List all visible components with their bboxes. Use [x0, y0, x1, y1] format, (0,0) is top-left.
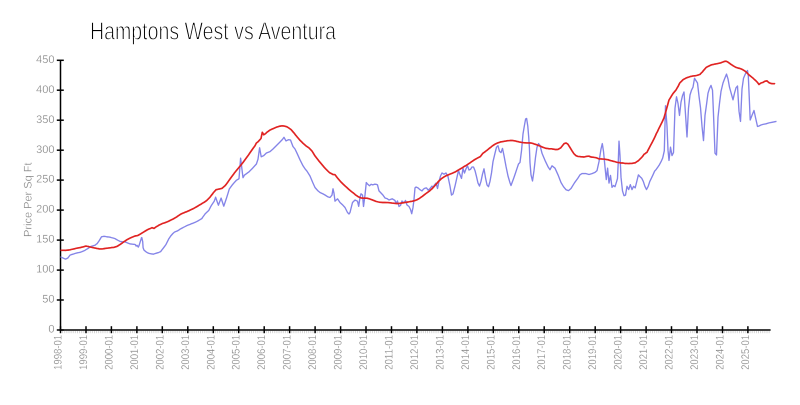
- svg-text:2002-01: 2002-01: [154, 335, 166, 370]
- svg-text:Price Per Sq Ft: Price Per Sq Ft: [23, 162, 35, 237]
- svg-text:450: 450: [36, 54, 54, 66]
- svg-text:2023-01: 2023-01: [689, 335, 701, 370]
- svg-text:2003-01: 2003-01: [180, 335, 192, 370]
- svg-text:2010-01: 2010-01: [358, 335, 370, 370]
- svg-text:2005-01: 2005-01: [231, 335, 243, 370]
- svg-text:2009-01: 2009-01: [333, 335, 345, 370]
- svg-text:150: 150: [36, 234, 54, 246]
- svg-text:2011-01: 2011-01: [384, 335, 396, 370]
- svg-text:2006-01: 2006-01: [256, 335, 268, 370]
- svg-text:200: 200: [36, 204, 54, 216]
- svg-text:2000-01: 2000-01: [103, 335, 115, 370]
- svg-text:2019-01: 2019-01: [587, 335, 599, 370]
- svg-text:2008-01: 2008-01: [307, 335, 319, 370]
- svg-text:400: 400: [36, 84, 54, 96]
- svg-text:1998-01: 1998-01: [53, 335, 65, 370]
- svg-text:2015-01: 2015-01: [485, 335, 497, 370]
- svg-text:2013-01: 2013-01: [434, 335, 446, 370]
- svg-text:1999-01: 1999-01: [78, 335, 90, 370]
- svg-text:2021-01: 2021-01: [638, 335, 650, 370]
- svg-text:250: 250: [36, 174, 54, 186]
- svg-text:2022-01: 2022-01: [664, 335, 676, 370]
- svg-text:100: 100: [36, 264, 54, 276]
- svg-text:2016-01: 2016-01: [511, 335, 523, 370]
- svg-text:2018-01: 2018-01: [562, 335, 574, 370]
- svg-text:2017-01: 2017-01: [536, 335, 548, 370]
- svg-text:0: 0: [48, 324, 54, 336]
- svg-text:50: 50: [42, 294, 54, 306]
- svg-text:2007-01: 2007-01: [282, 335, 294, 370]
- svg-text:2014-01: 2014-01: [460, 335, 472, 370]
- svg-text:350: 350: [36, 114, 54, 126]
- svg-text:2004-01: 2004-01: [205, 335, 217, 370]
- svg-text:2025-01: 2025-01: [740, 335, 752, 370]
- svg-text:2001-01: 2001-01: [129, 335, 141, 370]
- svg-text:300: 300: [36, 144, 54, 156]
- svg-text:2020-01: 2020-01: [613, 335, 625, 370]
- svg-text:2024-01: 2024-01: [715, 335, 727, 370]
- svg-text:2012-01: 2012-01: [409, 335, 421, 370]
- svg-text:Hamptons West vs Aventura: Hamptons West vs Aventura: [90, 18, 336, 46]
